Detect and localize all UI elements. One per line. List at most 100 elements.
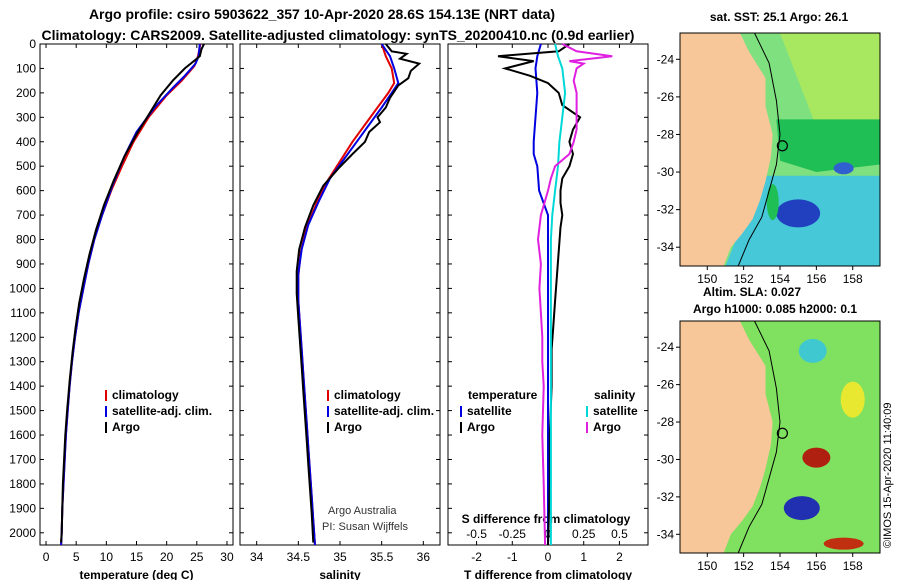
salinity-legend: climatology satellite-adj. clim. Argo Ar… [322, 388, 434, 533]
depth-tick-label: 1500 [9, 404, 36, 418]
sla-map-title: Altim. SLA: 0.027 [703, 285, 801, 299]
legend-swatch-argo [327, 422, 329, 433]
depth-tick-label: 2000 [9, 526, 36, 540]
sla-map-plot: 150 152 154 156 158 -24 -26 -28 -30 -32 -34 [657, 320, 881, 573]
lon-tick-label: 150 [697, 559, 717, 573]
legend-swatch-satellite [105, 406, 107, 417]
series-line-argo [295, 43, 422, 543]
lat-tick-label: -30 [657, 165, 675, 179]
credit-argo-australia: Argo Australia [328, 505, 397, 517]
series-line-s-satellite [549, 43, 567, 545]
depth-tick-label: 900 [16, 257, 36, 271]
sla-map-subtitle: Argo h1000: 0.085 h2000: 0.1 [693, 302, 857, 316]
series-line-satellite-adj-clim- [297, 43, 400, 546]
depth-tick-label: 0 [29, 37, 36, 51]
sla-map: Altim. SLA: 0.027 Argo h1000: 0.085 h200… [657, 285, 881, 573]
legend-label-climatology: climatology [112, 388, 179, 402]
depth-tick-label: 700 [16, 208, 36, 222]
legend-swatch-t-satellite [460, 406, 462, 417]
sst-cold-patch [833, 162, 854, 175]
copyright-stamp: ©IMOS 15-Apr-2020 11:40:09 [882, 403, 894, 548]
x-tick-label: 30 [220, 550, 234, 564]
s-tick-label: -0.25 [499, 527, 527, 541]
lon-tick-label: 156 [806, 272, 826, 286]
depth-tick-label: 1200 [9, 330, 36, 344]
s-axis-label: S difference from climatology [462, 512, 631, 526]
legend-swatch-climatology [105, 390, 107, 401]
depth-tick-label: 600 [16, 184, 36, 198]
x-tick-label: 5 [73, 550, 80, 564]
sst-map-plot: 150 152 154 156 158 -24 -26 -28 -30 -32 -34 [657, 32, 881, 286]
lon-tick-label: 150 [697, 272, 717, 286]
figure-title-line1: Argo profile: csiro 5903622_357 10-Apr-2… [89, 6, 555, 22]
x-tick-label: 2 [616, 550, 623, 564]
x-tick-label: 1 [580, 550, 587, 564]
legend-swatch-s-satellite [586, 406, 588, 417]
series-line-s-argo [536, 43, 613, 546]
legend-label-t-argo: Argo [467, 420, 495, 434]
depth-tick-label: 1800 [9, 477, 36, 491]
x-tick-label: 0 [545, 550, 552, 564]
depth-tick-label: 200 [16, 86, 36, 100]
shelf-contour [737, 33, 781, 266]
sst-warm-zone [780, 33, 880, 127]
credit-pi: PI: Susan Wijffels [322, 521, 408, 533]
depth-tick-label: 400 [16, 135, 36, 149]
lat-tick-label: -34 [657, 527, 675, 541]
x-tick-label: 36 [417, 550, 431, 564]
difference-legend: temperature salinity satellite Argo sate… [460, 388, 638, 434]
sla-low-anomaly [798, 338, 827, 363]
series-line-argo [60, 43, 205, 543]
land-mass [680, 321, 773, 553]
depth-tick-label: 1700 [9, 452, 36, 466]
sst-map-title: sat. SST: 25.1 Argo: 26.1 [710, 10, 849, 24]
depth-tick-label: 1600 [9, 428, 36, 442]
sla-high-anomaly [802, 447, 831, 468]
depth-tick-label: 500 [16, 159, 36, 173]
map-field [680, 33, 880, 266]
series-line-t-argo [497, 43, 582, 546]
sla-low-eddy [783, 496, 820, 521]
depth-tick-label: 300 [16, 110, 36, 124]
x-tick-label: 0 [43, 550, 50, 564]
shelf-contour [737, 321, 781, 553]
lat-tick-label: -32 [657, 203, 675, 217]
lat-tick-label: -34 [657, 240, 675, 254]
legend-label-satellite: satellite-adj. clim. [112, 404, 212, 418]
legend-label-t-satellite: satellite [467, 404, 512, 418]
x-tick-label: 20 [160, 550, 174, 564]
x-tick-label: -1 [507, 550, 518, 564]
lat-tick-label: -24 [657, 340, 675, 354]
x-tick-label: 34.5 [287, 550, 311, 564]
lat-tick-label: -28 [657, 415, 675, 429]
series-line-t-satellite [532, 43, 549, 545]
lon-tick-label: 152 [734, 272, 754, 286]
depth-tick-label: 1000 [9, 281, 36, 295]
x-axis-label: T difference from climatology [464, 568, 632, 580]
sst-mid-zone [776, 119, 880, 173]
depth-tick-label: 1300 [9, 355, 36, 369]
depth-tick-label: 1400 [9, 379, 36, 393]
lat-tick-label: -30 [657, 452, 675, 466]
plot-frame [39, 43, 234, 546]
sst-cold-eddy [776, 199, 821, 228]
lon-tick-label: 152 [734, 559, 754, 573]
salinity-panel: 34 34.5 35 35.5 36 salinity [239, 43, 441, 582]
legend-swatch-climatology [327, 390, 329, 401]
legend-label-satellite: satellite-adj. clim. [334, 404, 434, 418]
x-tick-label: 15 [130, 550, 144, 564]
x-axis-label: temperature (deg C) [79, 568, 193, 580]
s-tick-label: 0.25 [572, 527, 596, 541]
sst-map: sat. SST: 25.1 Argo: 26.1 150 152 154 156 15… [657, 10, 881, 286]
argo-location-marker [776, 140, 788, 152]
plot-frame [239, 43, 441, 546]
temperature-panel: 0100200300400500600700800900100011001200… [9, 37, 234, 582]
x-tick-label: 10 [100, 550, 114, 564]
lat-tick-label: -28 [657, 127, 675, 141]
legend-title-salinity: salinity [594, 388, 636, 402]
argo-location-marker [776, 427, 788, 439]
x-axis-label: salinity [319, 568, 361, 580]
temperature-legend: climatology satellite-adj. clim. Argo [105, 388, 212, 434]
sst-current-band [766, 184, 779, 221]
